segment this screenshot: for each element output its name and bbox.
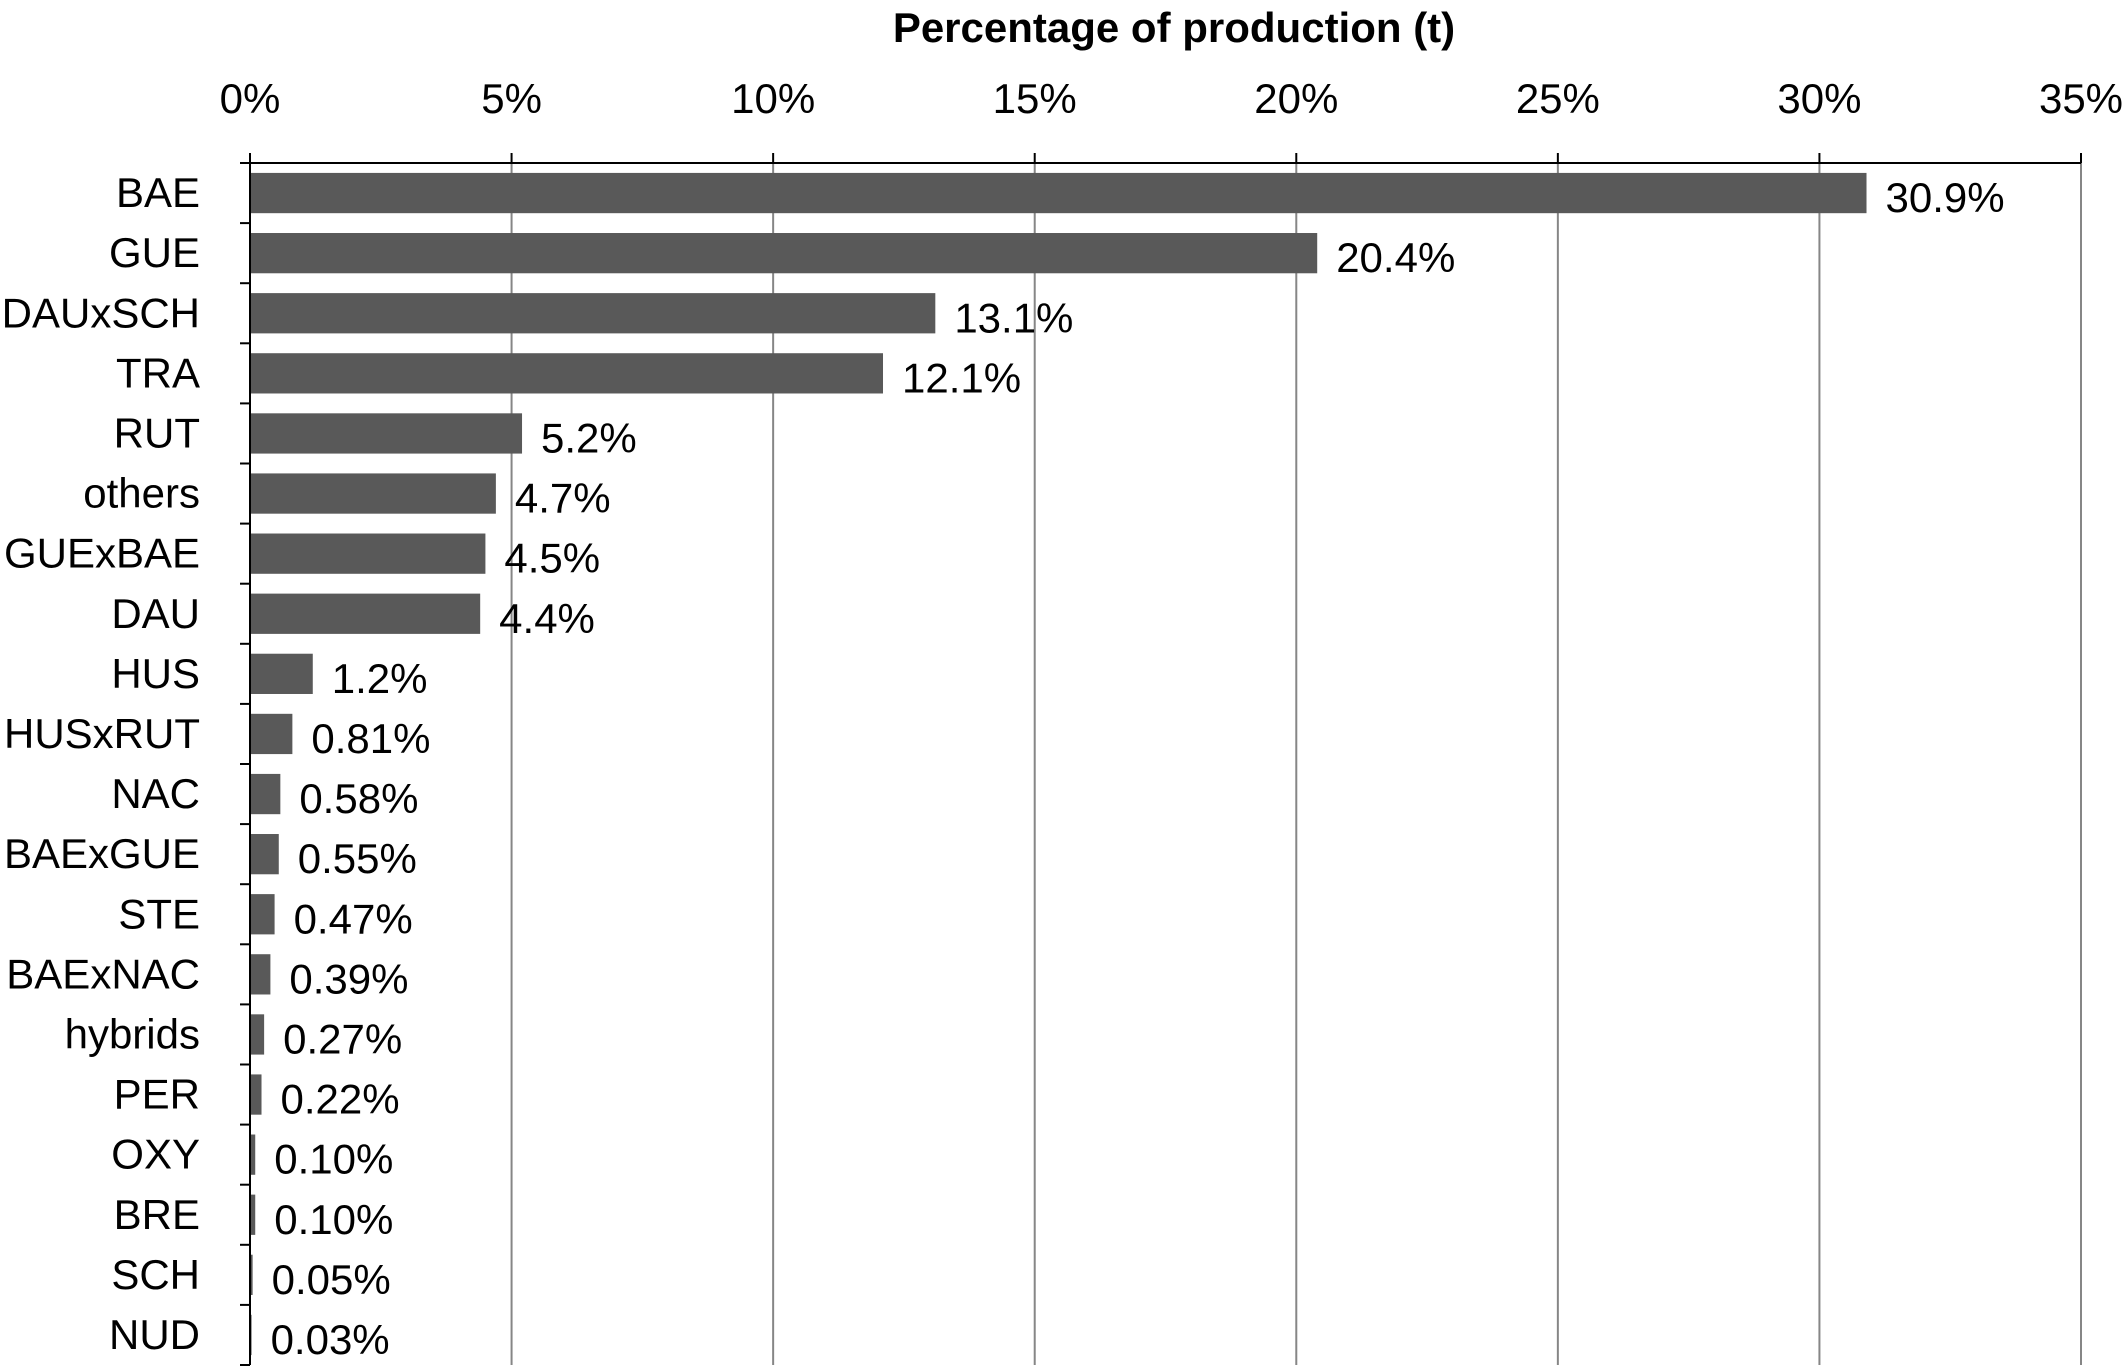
data-label: 0.03%: [271, 1316, 390, 1363]
x-tick-label: 30%: [1777, 75, 1861, 122]
data-label: 0.27%: [283, 1015, 402, 1062]
bar: [250, 1014, 265, 1055]
category-label: SCH: [111, 1251, 200, 1298]
category-label: OXY: [111, 1131, 200, 1178]
category-label: GUE: [109, 229, 200, 276]
category-label: STE: [118, 890, 200, 937]
category-label: NAC: [111, 770, 200, 817]
data-label: 4.7%: [515, 475, 611, 522]
category-label: NUD: [109, 1311, 200, 1358]
category-label: DAU: [111, 590, 200, 637]
axes: [240, 153, 2082, 1366]
category-label: PER: [114, 1071, 200, 1118]
bar: [250, 172, 1867, 214]
category-label: BAExNAC: [6, 950, 200, 997]
data-label: 0.10%: [274, 1196, 393, 1243]
gridlines: [510, 163, 2082, 1365]
bar: [250, 773, 281, 815]
x-tick-label: 10%: [731, 75, 815, 122]
category-label: BRE: [114, 1191, 200, 1238]
data-label: 12.1%: [902, 354, 1021, 401]
category-label: GUExBAE: [4, 530, 200, 577]
bar: [250, 233, 1318, 274]
bar: [250, 413, 523, 454]
category-labels: BAE GUE DAUxSCH TRA RUT others GUExBAE DAU HUS HU…: [2, 169, 200, 1358]
bar: [250, 954, 271, 995]
bar: [250, 653, 313, 694]
bar: [250, 293, 936, 334]
data-label: 13.1%: [954, 294, 1073, 341]
x-tick-label: 5%: [481, 75, 542, 122]
bar: [250, 593, 481, 634]
bar: [250, 1194, 256, 1235]
data-label: 5.2%: [541, 414, 637, 461]
category-label: RUT: [114, 409, 200, 456]
category-label: TRA: [116, 349, 200, 396]
x-tick-label: 20%: [1254, 75, 1338, 122]
data-label: 0.81%: [311, 715, 430, 762]
bar: [250, 894, 275, 935]
chart-title: Percentage of production (t): [893, 4, 1455, 51]
category-label: BAExGUE: [4, 830, 200, 877]
data-label: 0.55%: [298, 835, 417, 882]
data-label: 1.2%: [332, 655, 428, 702]
bar: [250, 533, 486, 574]
data-label: 0.10%: [274, 1136, 393, 1183]
data-label: 30.9%: [1886, 174, 2005, 221]
bar: [250, 473, 496, 514]
category-label: BAE: [116, 169, 200, 216]
data-label: 0.39%: [289, 955, 408, 1002]
bar: [250, 1134, 256, 1175]
data-label: 4.5%: [504, 535, 600, 582]
x-tick-label: 15%: [993, 75, 1077, 122]
x-tick-label: 25%: [1516, 75, 1600, 122]
bar: [250, 834, 279, 875]
bars: [250, 172, 1867, 1356]
category-label: HUSxRUT: [4, 710, 200, 757]
x-axis-ticks: 0% 5% 10% 15% 20% 25% 30% 35%: [220, 75, 2123, 122]
bar: [250, 1254, 253, 1295]
category-label: DAUxSCH: [2, 289, 200, 336]
bar: [250, 1074, 262, 1115]
data-label: 0.22%: [281, 1076, 400, 1123]
bar: [250, 353, 884, 394]
category-label: others: [83, 470, 200, 517]
x-tick-label: 0%: [220, 75, 281, 122]
bar: [250, 713, 293, 755]
category-label: HUS: [111, 650, 200, 697]
data-label: 4.4%: [499, 595, 595, 642]
data-label: 20.4%: [1336, 234, 1455, 281]
x-tick-label: 35%: [2039, 75, 2123, 122]
category-label: hybrids: [65, 1010, 200, 1057]
data-labels: 30.9% 20.4% 13.1% 12.1% 5.2% 4.7% 4.5% 4.4% 1.2%…: [271, 174, 2005, 1363]
data-label: 0.05%: [272, 1256, 391, 1303]
data-label: 0.58%: [299, 775, 418, 822]
data-label: 0.47%: [294, 895, 413, 942]
